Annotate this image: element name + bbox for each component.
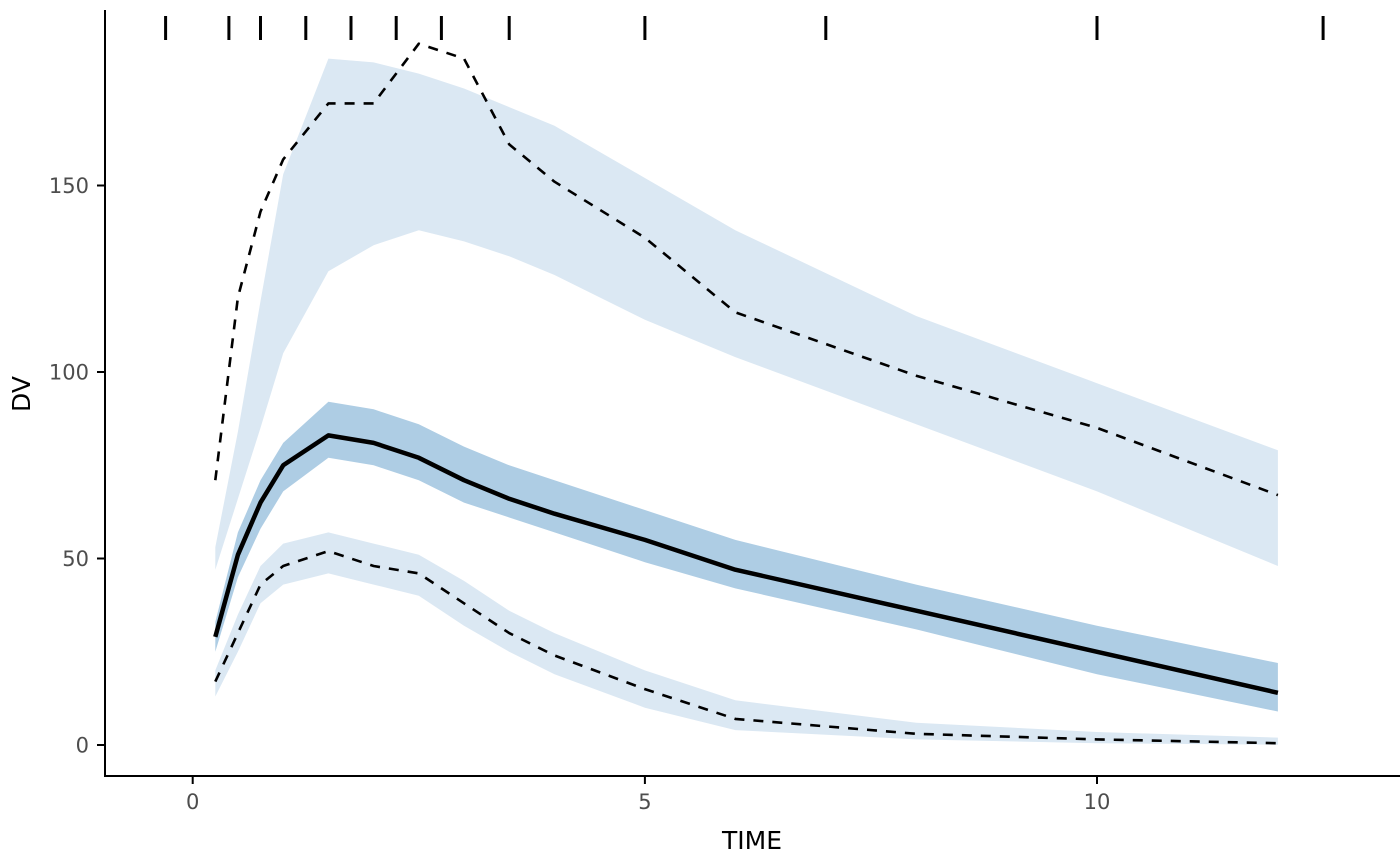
y-tick-label: 150 bbox=[49, 174, 89, 198]
rug-layer bbox=[164, 16, 1325, 40]
y-axis-label: DV bbox=[7, 376, 36, 412]
x-tick-label: 5 bbox=[638, 790, 651, 814]
median-observed-line bbox=[213, 433, 1279, 695]
x-tick-label: 10 bbox=[1084, 790, 1111, 814]
y-tick-label: 50 bbox=[62, 547, 89, 571]
x-axis-label: TIME bbox=[721, 826, 782, 855]
ribbons-layer bbox=[215, 58, 1278, 745]
lines-layer bbox=[213, 42, 1279, 745]
p95-observed-line bbox=[214, 42, 1279, 497]
axes-layer: 0 50 100 150 0 5 10 bbox=[49, 10, 1400, 814]
y-tick-label: 0 bbox=[76, 734, 89, 758]
p95-ci-ribbon bbox=[215, 58, 1278, 570]
p5-observed-line bbox=[214, 549, 1278, 745]
y-tick-label: 100 bbox=[49, 361, 89, 385]
x-tick-label: 0 bbox=[186, 790, 199, 814]
